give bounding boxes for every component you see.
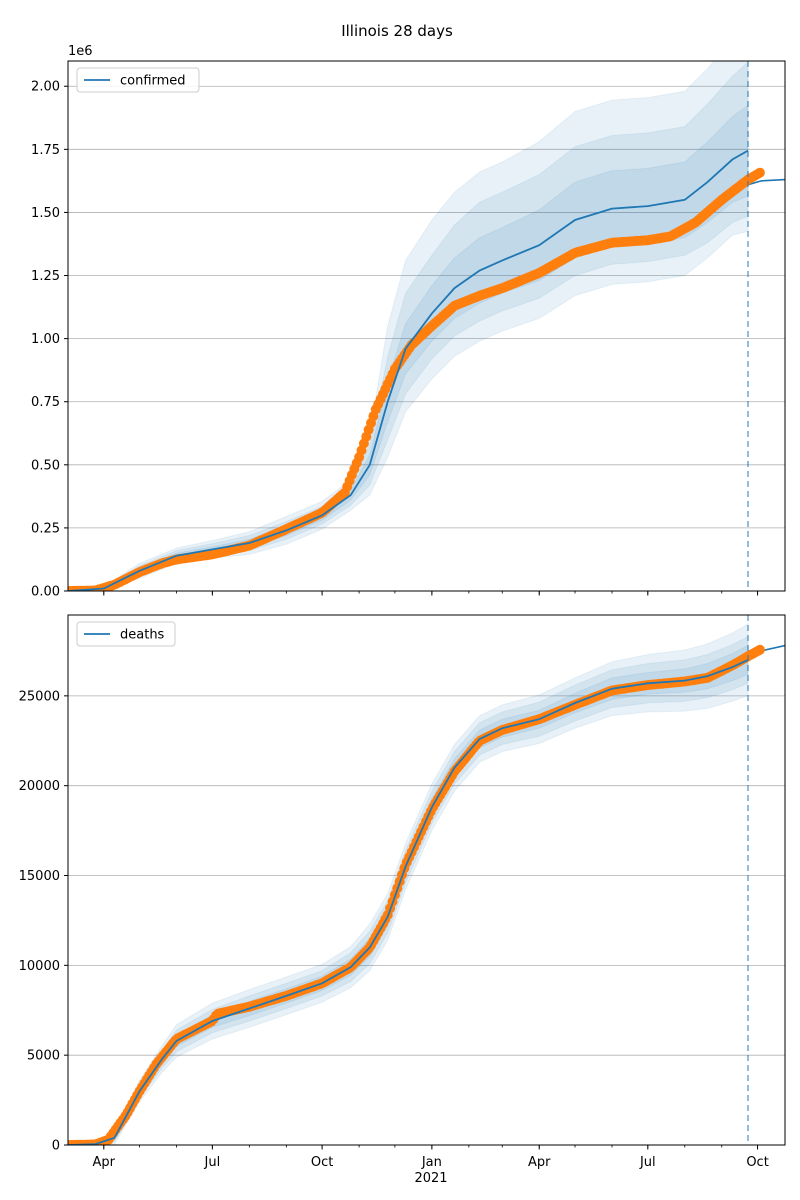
y-tick-label: 1.50 <box>31 206 60 221</box>
y-offset-label: 1e6 <box>68 44 93 59</box>
y-tick-label: 2.00 <box>31 80 60 95</box>
model-line <box>68 659 749 1145</box>
x-tick-label: Jul <box>204 1155 221 1170</box>
y-tick-label: 1.25 <box>31 269 60 284</box>
x-tick-label: Oct <box>746 1155 768 1170</box>
axes-frame <box>67 60 786 592</box>
axes-frame <box>67 614 786 1146</box>
y-tick-label: 25000 <box>19 689 60 704</box>
legend-label: deaths <box>120 628 165 643</box>
legend-box <box>76 621 176 647</box>
y-tick-label: 10000 <box>19 959 60 974</box>
x-axis-year-label: 2021 <box>414 1171 447 1186</box>
plot-area <box>68 61 785 591</box>
y-tick-label: 0.50 <box>31 458 60 473</box>
x-tick-label: Jan <box>421 1155 442 1170</box>
x-tick-label: Jul <box>639 1155 656 1170</box>
x-tick-label: Apr <box>93 1155 116 1170</box>
y-tick-label: 0.00 <box>31 585 60 600</box>
observed-point <box>754 644 765 655</box>
legend: confirmed <box>76 67 200 93</box>
figure-title: Illinois 28 days <box>341 22 453 40</box>
plot-area <box>68 615 785 1145</box>
y-tick-label: 15000 <box>19 869 60 884</box>
y-tick-label: 5000 <box>27 1049 60 1064</box>
x-tick-label: Apr <box>528 1155 551 1170</box>
model-line <box>68 149 749 591</box>
legend-box <box>76 67 200 93</box>
y-tick-label: 1.75 <box>31 143 60 158</box>
y-tick-label: 1.00 <box>31 332 60 347</box>
legend: deaths <box>76 621 176 647</box>
observed-point <box>754 167 765 178</box>
y-tick-label: 0.25 <box>31 521 60 536</box>
projection-line <box>747 178 785 186</box>
y-tick-label: 0.75 <box>31 395 60 410</box>
legend-label: confirmed <box>120 74 186 89</box>
y-tick-label: 20000 <box>19 779 60 794</box>
x-tick-label: Oct <box>311 1155 333 1170</box>
y-tick-label: 0 <box>52 1139 60 1154</box>
confirmed-panel: 0.00 0.25 0.50 0.75 1.00 1.25 1.50 1.75 2.00 1e6 c… <box>31 44 786 600</box>
deaths-panel: 0 5000 10000 15000 20000 25000 Apr Jul Oct Jan Apr… <box>19 614 786 1170</box>
